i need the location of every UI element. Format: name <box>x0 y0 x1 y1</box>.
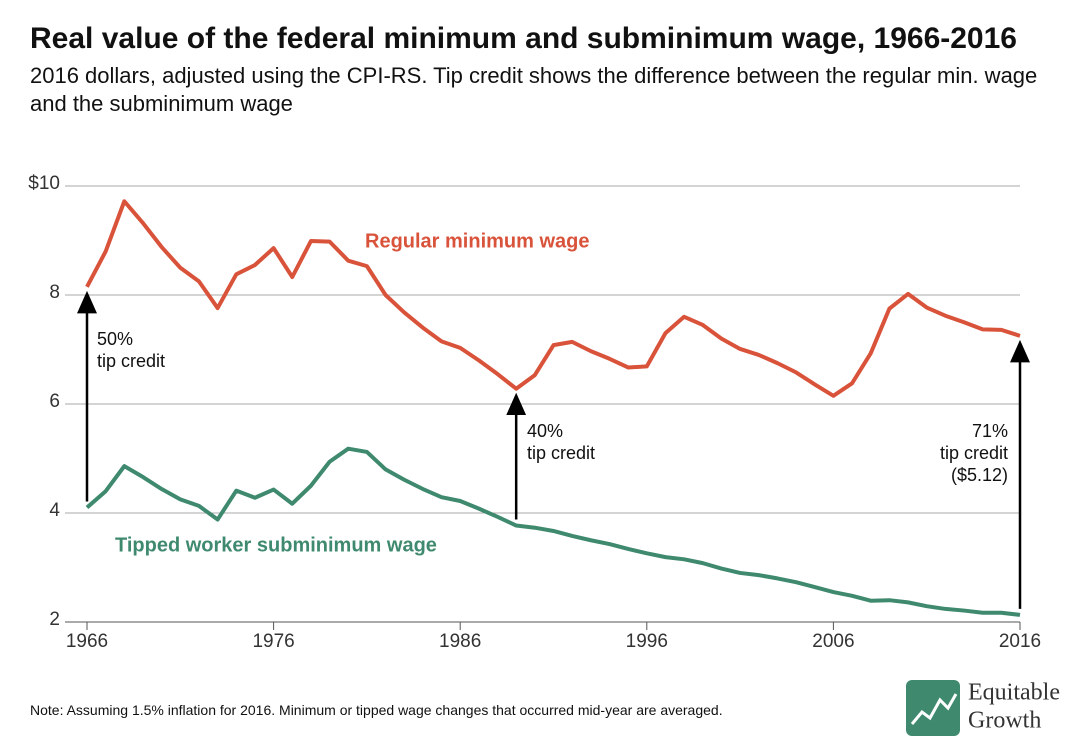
y-tick-label: 8 <box>49 282 60 303</box>
chart-title: Real value of the federal minimum and su… <box>30 22 1017 55</box>
annotation: ($5.12) <box>951 465 1008 485</box>
annotation: 40% <box>527 421 563 441</box>
x-tick-label: 2006 <box>812 631 854 652</box>
y-tick-label: 2 <box>49 609 60 630</box>
annotation: tip credit <box>527 443 595 463</box>
annotation: tip credit <box>97 351 165 371</box>
series-line <box>85 199 1021 398</box>
note: Note: Assuming 1.5% inflation for 2016. … <box>30 702 723 718</box>
logo: Equitable Growth <box>906 680 1060 736</box>
logo-box <box>906 680 960 736</box>
annotation: 71% <box>972 421 1008 441</box>
series-line <box>85 446 1021 617</box>
series-label: Regular minimum wage <box>365 230 590 252</box>
annotation: tip credit <box>940 443 1008 463</box>
y-tick-label: 6 <box>49 391 60 412</box>
x-tick-label: 2016 <box>999 631 1041 652</box>
x-tick-label: 1996 <box>626 631 668 652</box>
logo-text: Equitable <box>968 680 1060 706</box>
y-tick-label: 4 <box>49 500 60 521</box>
chart-subtitle: 2016 dollars, adjusted using the CPI-RS.… <box>30 63 1038 116</box>
y-tick-label: $10 <box>28 173 60 194</box>
logo-text: Growth <box>968 708 1041 734</box>
x-tick-label: 1976 <box>252 631 294 652</box>
logo-icon <box>910 693 958 725</box>
x-tick-label: 1986 <box>439 631 481 652</box>
series-label: Tipped worker subminimum wage <box>115 534 437 556</box>
x-tick-label: 1966 <box>66 631 108 652</box>
annotation: 50% <box>97 329 133 349</box>
